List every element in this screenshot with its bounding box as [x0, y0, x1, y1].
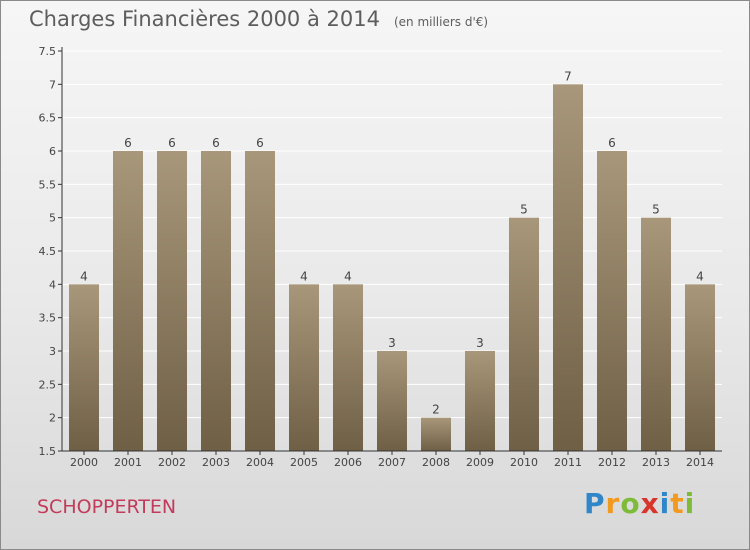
x-tick-label: 2014 [686, 456, 714, 469]
bar [377, 351, 407, 451]
title-text: Charges Financières 2000 à 2014 [29, 7, 380, 31]
bar [597, 151, 627, 451]
bar-value-label: 6 [608, 136, 616, 150]
x-tick-label: 2000 [70, 456, 98, 469]
y-tick-label: 3 [49, 345, 56, 358]
bar-value-label: 4 [344, 269, 352, 283]
bar-value-label: 4 [80, 269, 88, 283]
bar-value-label: 6 [256, 136, 264, 150]
bar [333, 284, 363, 451]
y-tick-label: 1.5 [39, 445, 57, 458]
y-tick-label: 4.5 [39, 245, 57, 258]
y-tick-label: 2 [49, 412, 56, 425]
x-tick-label: 2005 [290, 456, 318, 469]
x-tick-label: 2004 [246, 456, 274, 469]
chart-title: Charges Financières 2000 à 2014 (en milli… [29, 7, 488, 31]
bar-value-label: 5 [652, 203, 660, 217]
x-tick-label: 2009 [466, 456, 494, 469]
bar-value-label: 3 [476, 336, 484, 350]
bar-value-label: 6 [124, 136, 132, 150]
x-tick-label: 2008 [422, 456, 450, 469]
y-tick-label: 6.5 [39, 112, 57, 125]
y-tick-label: 7.5 [39, 45, 57, 58]
bar-value-label: 3 [388, 336, 396, 350]
bar-value-label: 4 [300, 269, 308, 283]
y-tick-label: 2.5 [39, 378, 57, 391]
x-tick-label: 2007 [378, 456, 406, 469]
bar-value-label: 4 [696, 269, 704, 283]
commune-name: SCHOPPERTEN [37, 496, 177, 518]
bar-value-label: 5 [520, 203, 528, 217]
y-tick-label: 7 [49, 78, 56, 91]
bar [201, 151, 231, 451]
proxiti-logo: Proxiti [584, 487, 696, 520]
bar [69, 284, 99, 451]
bar [553, 84, 583, 451]
y-tick-label: 6 [49, 145, 56, 158]
y-tick-label: 5.5 [39, 178, 57, 191]
bar-value-label: 7 [564, 69, 572, 83]
bar [465, 351, 495, 451]
bar [509, 217, 539, 451]
chart-subtitle: (en milliers d'€) [393, 15, 489, 29]
y-tick-label: 3.5 [39, 312, 57, 325]
x-tick-label: 2011 [554, 456, 582, 469]
bar [289, 284, 319, 451]
bar-value-label: 6 [168, 136, 176, 150]
y-tick-label: 5 [49, 212, 56, 225]
bar [421, 417, 451, 451]
bar [113, 151, 143, 451]
bar [245, 151, 275, 451]
x-tick-label: 2006 [334, 456, 362, 469]
x-tick-label: 2003 [202, 456, 230, 469]
bar [685, 284, 715, 451]
x-tick-label: 2002 [158, 456, 186, 469]
bar-value-label: 6 [212, 136, 220, 150]
x-tick-label: 2010 [510, 456, 538, 469]
x-tick-label: 2012 [598, 456, 626, 469]
bar [641, 217, 671, 451]
x-tick-label: 2013 [642, 456, 670, 469]
y-tick-label: 4 [49, 278, 56, 291]
bar-value-label: 2 [432, 403, 440, 417]
x-tick-label: 2001 [114, 456, 142, 469]
bar [157, 151, 187, 451]
